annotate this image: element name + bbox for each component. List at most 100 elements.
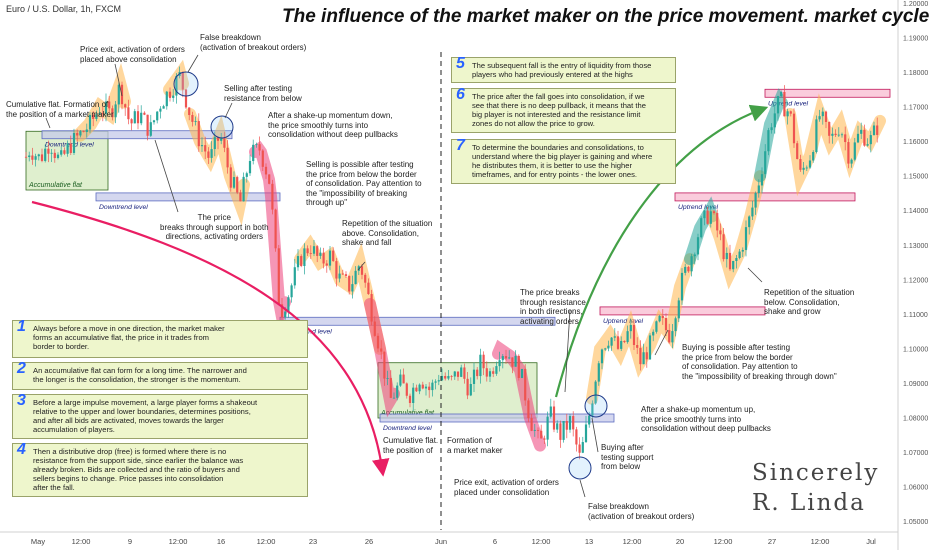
candle-body <box>632 324 636 346</box>
annotation-line: testing support <box>601 452 654 462</box>
candle-body <box>661 316 664 318</box>
annotation-line: placed above consolidation <box>80 54 177 64</box>
candle-body <box>389 378 392 398</box>
candle-body <box>533 429 536 431</box>
candle-body <box>844 134 847 143</box>
candle-body <box>463 367 466 379</box>
annotation-line: After a shake-up momentum down, <box>268 111 393 120</box>
trend-highlight <box>249 140 291 333</box>
annotation-cum-flat-2: Cumulative flat. the position of <box>383 436 438 455</box>
candle-body <box>520 368 524 378</box>
candle-body <box>383 351 386 379</box>
annotation-line: the position of a market maker <box>6 109 114 119</box>
level-band <box>379 413 615 423</box>
candle-body <box>565 420 568 430</box>
annotation-line: Cumulative flat. Formation of <box>6 100 109 109</box>
candle-body <box>479 354 482 377</box>
info-box-6: 6 The price after the fall goes into cons… <box>451 87 676 133</box>
price-tick-label: 1.19000 <box>903 36 928 43</box>
candle-body <box>824 111 828 122</box>
time-tick-label: 12:00 <box>72 537 91 546</box>
candle-body <box>840 134 844 136</box>
candle-body <box>594 381 597 404</box>
candle-body <box>524 368 527 401</box>
candle-body <box>98 113 101 115</box>
candle-body <box>495 366 498 374</box>
candle-body <box>277 248 280 305</box>
info-box-number: 1 <box>17 318 26 335</box>
candle-body <box>332 250 335 262</box>
candle-body <box>680 272 684 301</box>
candle-body <box>626 331 629 343</box>
info-box-number: 5 <box>456 55 465 72</box>
time-tick-label: Jul <box>866 537 876 546</box>
candle-body <box>501 356 504 361</box>
candle-body <box>296 256 300 268</box>
candle-body <box>760 174 764 186</box>
annotation-line: Repetition of the situation <box>764 288 855 297</box>
candle-body <box>818 116 821 120</box>
candle-body <box>136 111 140 124</box>
candle-body <box>764 151 767 175</box>
annotation-line: shake and grow <box>764 307 821 316</box>
time-tick-label: 12:00 <box>623 537 642 546</box>
candle-body <box>69 143 72 153</box>
candle-body <box>40 154 44 161</box>
candle-body <box>437 380 440 382</box>
annotation-pointer <box>564 309 571 393</box>
annotation-line: Formation of <box>447 436 492 445</box>
candle-body <box>149 122 152 136</box>
info-box-line: border to border. <box>33 342 90 351</box>
candle-body <box>802 167 805 170</box>
candle-body <box>300 256 303 267</box>
candle-body <box>728 252 732 270</box>
candle-body <box>181 72 184 90</box>
info-box-line: and after all bids are activated, moves … <box>33 416 224 425</box>
candle-body <box>200 145 204 147</box>
candle-body <box>754 193 757 208</box>
candle-body <box>831 133 834 136</box>
annotation-line: the price from below the border <box>682 352 793 362</box>
candle-body <box>31 155 34 160</box>
candle-body <box>872 125 876 136</box>
info-box-line: already broken. Bids are collected and t… <box>33 465 240 474</box>
candle-body <box>322 252 325 264</box>
price-tick-label: 1.06000 <box>903 485 928 492</box>
candle-body <box>152 120 156 123</box>
level-label: Downtrend level <box>383 425 432 432</box>
candle-body <box>450 375 453 377</box>
candle-body <box>828 121 831 136</box>
candle-layer <box>24 66 879 460</box>
candle-body <box>213 137 216 150</box>
candle-body <box>111 108 114 118</box>
time-tick-label: May <box>31 537 45 546</box>
info-box-line: resistance from the support side, since … <box>33 456 244 465</box>
candle-body <box>584 424 588 443</box>
candle-body <box>693 254 696 257</box>
candle-body <box>114 104 117 118</box>
annotation-pointer <box>224 102 233 119</box>
candle-body <box>252 144 255 161</box>
candle-body <box>236 177 239 193</box>
candle-body <box>232 177 236 188</box>
candle-body <box>421 384 424 389</box>
candle-body <box>431 382 434 391</box>
annotation-line: in both directions, <box>520 307 583 316</box>
annotation-line: of consolidation. Pay attention to <box>682 362 798 371</box>
annotation-pointer <box>579 479 586 498</box>
candle-body <box>677 300 680 319</box>
candle-body <box>143 112 146 115</box>
candle-body <box>568 416 572 430</box>
candle-body <box>380 348 383 352</box>
candle-body <box>712 211 716 214</box>
candle-body <box>168 91 172 98</box>
candle-body <box>309 253 312 255</box>
candle-body <box>488 371 492 377</box>
candle-body <box>863 129 866 146</box>
annotation-line: (activation of breakout orders) <box>588 511 695 521</box>
annotation-line: directions, activating orders <box>165 232 263 241</box>
candle-body <box>658 316 661 322</box>
candle-body <box>786 111 789 117</box>
